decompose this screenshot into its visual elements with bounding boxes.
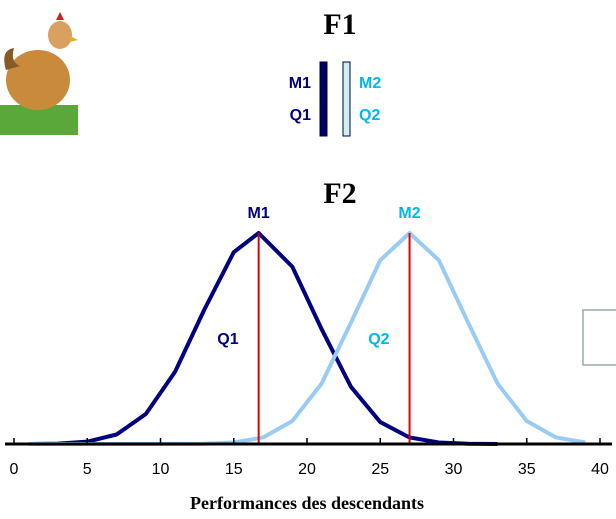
curve xyxy=(29,233,586,444)
x-tick-label: 15 xyxy=(225,461,243,478)
chicken-body xyxy=(6,50,70,110)
x-tick-label: 20 xyxy=(298,461,316,478)
x-tick-label: 0 xyxy=(10,461,19,478)
x-tick-label: 30 xyxy=(445,461,463,478)
chromosome xyxy=(343,62,350,136)
x-axis-label: Performances des descendants xyxy=(190,493,424,513)
x-tick-label: 5 xyxy=(83,461,92,478)
marker-label: M1 xyxy=(289,75,311,92)
qtl-curve-label: Q1 xyxy=(217,331,238,348)
legend-label: M1 xyxy=(248,205,270,222)
qtl-label: Q1 xyxy=(290,107,311,124)
f1-title: F1 xyxy=(323,8,356,41)
chicken-head xyxy=(48,21,72,49)
chromosome xyxy=(320,62,327,136)
x-tick-label: 10 xyxy=(152,461,170,478)
chicken-picture xyxy=(0,12,78,135)
x-tick-label: 25 xyxy=(371,461,389,478)
beak xyxy=(70,36,78,42)
comb xyxy=(56,12,64,20)
side-box xyxy=(583,310,616,365)
qtl-label: Q2 xyxy=(359,107,380,124)
chart-title: F2 xyxy=(323,177,356,210)
x-tick-label: 40 xyxy=(591,461,609,478)
marker-label: M2 xyxy=(359,75,381,92)
page: F1 F2 Performances des descendants M1 Q1 M… xyxy=(0,0,616,519)
legend-label: M2 xyxy=(398,205,420,222)
x-tick-label: 35 xyxy=(518,461,536,478)
curve xyxy=(29,233,498,444)
chart: F1 F2 Performances des descendants M1 Q1 M… xyxy=(0,0,616,519)
qtl-curve-label: Q2 xyxy=(368,331,389,348)
